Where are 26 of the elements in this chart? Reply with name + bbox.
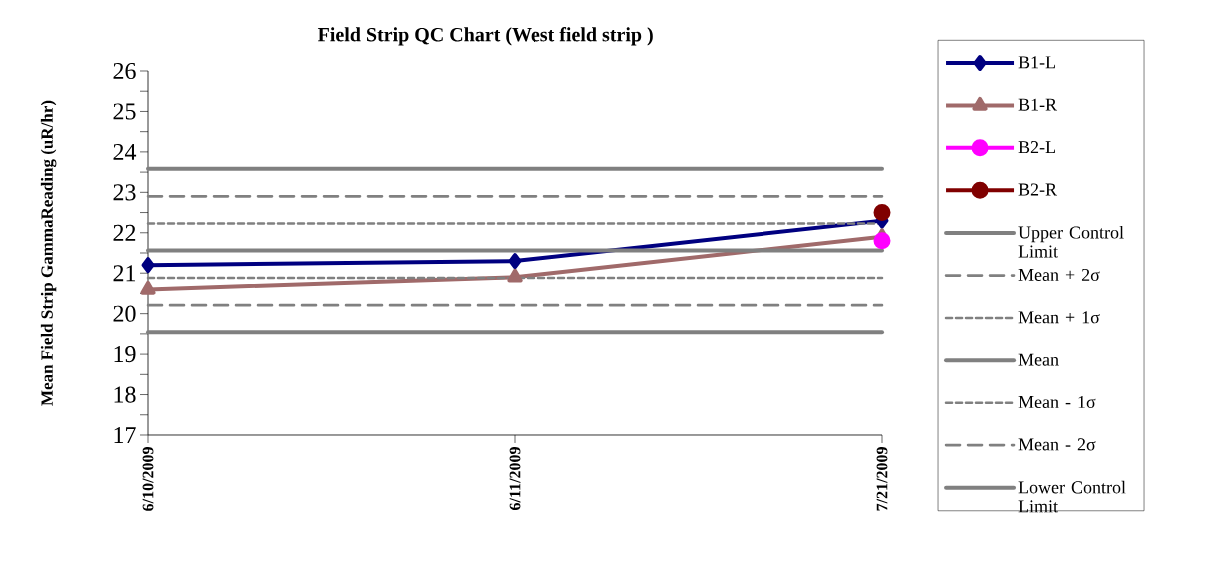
- legend-label: B2-L: [1018, 141, 1055, 154]
- legend-label: Mean - 2σ: [1018, 438, 1096, 451]
- legend-label: Mean - 1σ: [1018, 395, 1096, 409]
- y-tick-label: 24: [113, 143, 137, 160]
- chart-title: Field Strip QC Chart (West field strip ): [317, 27, 653, 46]
- x-tick-label: 6/11/2009: [509, 447, 521, 510]
- y-axis-title: Mean Field Strip GammaReading (uR/hr): [40, 100, 57, 406]
- legend-label: Upper Control Limit: [1018, 225, 1124, 258]
- legend-label: Mean: [1018, 353, 1059, 366]
- legend-label: B1-L: [1018, 56, 1055, 69]
- x-tick-label: 7/21/2009: [876, 447, 888, 511]
- y-tick-label: 17: [114, 427, 136, 443]
- legend-label: B2-R: [1018, 183, 1058, 196]
- y-tick-label: 19: [114, 346, 136, 363]
- legend-label: B1-R: [1018, 98, 1058, 111]
- y-tick-label: 22: [113, 224, 136, 241]
- legend-label: Mean + 1σ: [1018, 311, 1100, 324]
- x-tick-label: 6/10/2009: [142, 447, 154, 511]
- y-tick-label: 23: [113, 184, 136, 201]
- legend-label: Mean + 2σ: [1018, 268, 1100, 281]
- y-tick-label: 26: [113, 62, 136, 80]
- y-tick-label: 20: [113, 305, 136, 322]
- y-tick-label: 25: [113, 103, 136, 120]
- legend-label: Lower Control Limit: [1018, 480, 1126, 513]
- y-tick-label: 21: [113, 265, 136, 282]
- y-tick-label: 18: [114, 386, 136, 403]
